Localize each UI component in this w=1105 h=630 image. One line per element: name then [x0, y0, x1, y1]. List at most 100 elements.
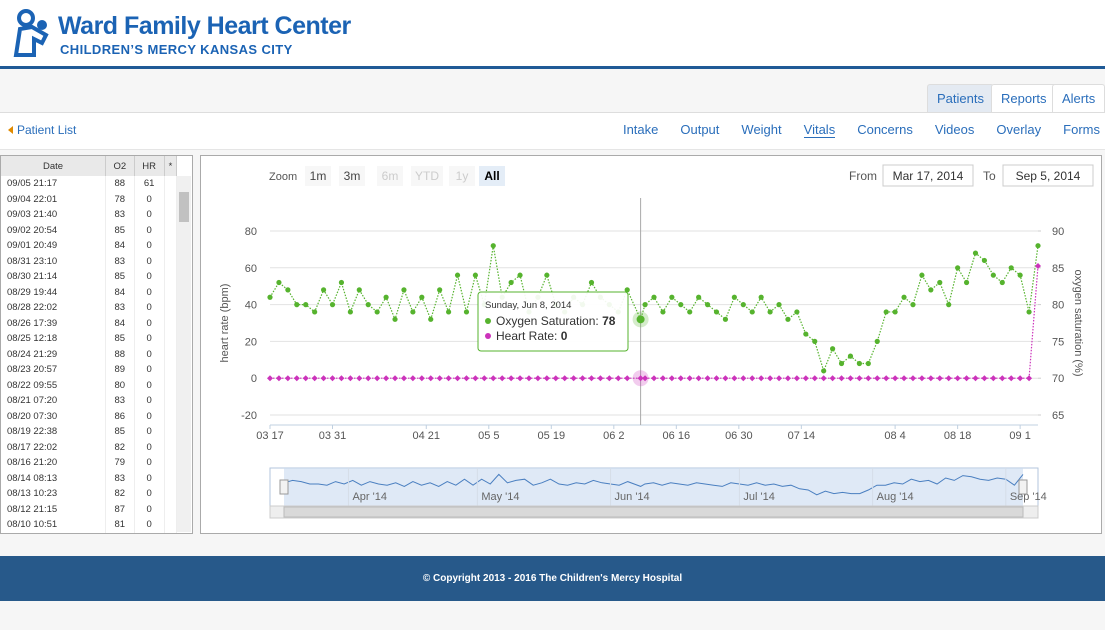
nav-link[interactable]: Weight — [741, 122, 782, 137]
point — [472, 272, 478, 278]
zoom-button[interactable] — [479, 166, 505, 186]
table-row[interactable]: 08/10 10:51 81 0 — [1, 517, 178, 533]
table-cell: 86 — [105, 408, 135, 424]
nav-link[interactable]: Vitals — [803, 122, 836, 138]
nav-link[interactable]: Forms — [1063, 122, 1100, 137]
point — [713, 375, 720, 382]
tooltip-marker — [485, 318, 491, 324]
table-row[interactable]: 08/09 22:40800 — [1, 532, 178, 533]
point — [955, 265, 961, 271]
zoom-button[interactable] — [339, 166, 365, 186]
table-row[interactable]: 08/21 07:20 83 0 — [1, 393, 178, 409]
point — [758, 375, 765, 382]
point — [865, 375, 872, 382]
nav-link[interactable]: Output — [680, 122, 720, 137]
point — [945, 375, 952, 382]
point — [812, 338, 818, 344]
table-row[interactable]: 08/30 21:14 85 0 — [1, 269, 178, 285]
table-row[interactable]: 09/04 22:01 78 0 — [1, 191, 178, 207]
point — [704, 302, 711, 308]
point — [1026, 375, 1033, 382]
from-input[interactable] — [882, 164, 974, 187]
table-cell: 08/21 07:20 — [1, 393, 107, 409]
tab[interactable]: Patients — [927, 84, 994, 112]
table-row[interactable]: 08/22 09:55 80 0 — [1, 377, 178, 393]
table-row[interactable]: 09/05 21:17 88 61 — [1, 176, 178, 192]
to-input[interactable] — [1002, 164, 1094, 187]
point — [731, 375, 738, 382]
point — [588, 279, 595, 286]
table-cell: 09/05 21:17 — [1, 176, 107, 192]
point — [918, 375, 925, 382]
table-row[interactable]: 08/29 19:44 84 0 — [1, 284, 178, 300]
point — [276, 279, 282, 286]
point — [311, 375, 318, 382]
logo — [13, 9, 49, 57]
point — [445, 375, 452, 382]
navigator-handle[interactable] — [1018, 479, 1028, 495]
column-header: O2 — [105, 156, 135, 176]
zoom-button[interactable] — [377, 166, 403, 186]
tooltip-sep: : — [595, 314, 602, 328]
zoom-button-label: 3m — [344, 169, 361, 183]
navigator-handle[interactable] — [279, 479, 289, 495]
point — [508, 279, 514, 286]
table-row[interactable]: 08/25 12:18 85 0 — [1, 331, 178, 347]
point — [642, 302, 648, 308]
point — [847, 353, 854, 359]
table-cell — [164, 222, 178, 238]
point — [838, 375, 845, 382]
point — [347, 375, 354, 382]
zoom-button[interactable] — [411, 166, 443, 186]
table-row[interactable]: 08/19 22:38 85 0 — [1, 424, 178, 440]
table-cell: 08/12 21:15 — [1, 501, 107, 517]
table-row[interactable]: 09/02 20:54 85 0 — [1, 222, 178, 238]
x-tick-label: 05 5 — [478, 430, 499, 442]
table-row[interactable]: 08/26 17:39 84 0 — [1, 315, 178, 331]
table-row[interactable]: 09/01 20:49 84 0 — [1, 238, 178, 254]
table-row[interactable]: 08/17 22:02 82 0 — [1, 439, 178, 455]
table-row[interactable]: 08/24 21:29 88 0 — [1, 346, 178, 362]
point — [356, 375, 363, 382]
y-tick-label: 0 — [251, 373, 257, 385]
point — [669, 294, 675, 300]
tab[interactable]: Reports — [991, 84, 1057, 112]
table-row[interactable]: 08/13 10:23 82 0 — [1, 486, 178, 502]
table-row[interactable]: 08/16 21:20 79 0 — [1, 455, 178, 471]
table-row[interactable]: 08/20 07:30 86 0 — [1, 408, 178, 424]
y2-tick-label: 70 — [1052, 373, 1064, 385]
zoom-button[interactable] — [305, 166, 331, 186]
table-row[interactable]: 08/12 21:15 87 0 — [1, 501, 178, 517]
nav-link[interactable]: Videos — [934, 122, 975, 137]
table-row[interactable]: 08/14 08:13 83 0 — [1, 470, 178, 486]
point — [686, 375, 693, 382]
table-cell — [164, 393, 178, 409]
table-cell: 84 — [105, 238, 135, 254]
zoom-label: Zoom — [269, 171, 297, 183]
column-header: Date — [1, 156, 107, 176]
table-row[interactable]: 08/28 22:02 83 0 — [1, 300, 178, 316]
point — [499, 375, 506, 382]
table-row[interactable]: 08/23 20:57 89 0 — [1, 362, 178, 378]
vitals-table: Date O2 HR * 09/05 21:17 88 61 09/04 22:01 78 0 09… — [0, 155, 193, 534]
table-cell: 0 — [134, 238, 165, 254]
table-row[interactable]: 09/03 21:40 83 0 — [1, 207, 178, 223]
zoom-button[interactable] — [449, 166, 475, 186]
nav-link[interactable]: Intake — [622, 122, 659, 137]
tab[interactable]: Alerts — [1052, 84, 1105, 112]
table-cell — [164, 455, 178, 471]
table-cell: 09/02 20:54 — [1, 222, 107, 238]
back-link[interactable]: Patient List — [8, 123, 76, 137]
table-cell — [164, 362, 178, 378]
table-cell: 0 — [134, 424, 165, 440]
zoom-button-label: 1m — [310, 169, 327, 183]
scrollbar-thumb[interactable] — [283, 506, 1024, 518]
point — [437, 287, 443, 293]
table-cell: 0 — [134, 300, 165, 316]
nav-link[interactable]: Concerns — [857, 122, 913, 137]
scrollbar[interactable] — [177, 176, 191, 532]
point — [910, 302, 916, 308]
nav-link[interactable]: Overlay — [996, 122, 1042, 137]
table-cell: 08/10 10:51 — [1, 517, 107, 533]
table-row[interactable]: 08/31 23:10 83 0 — [1, 253, 178, 269]
